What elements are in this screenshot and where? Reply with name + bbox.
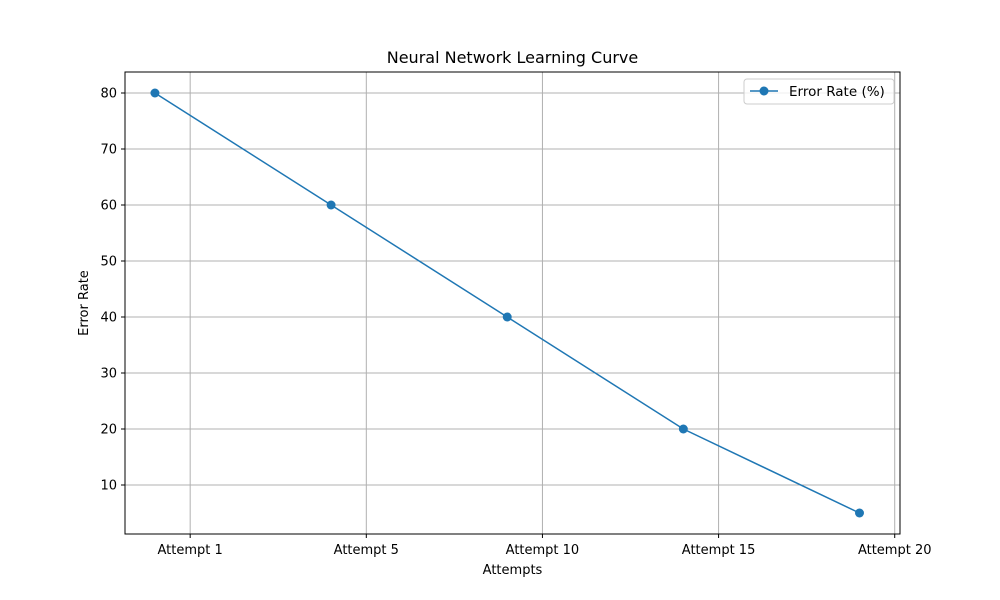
x-tick-label: Attempt 20	[858, 543, 932, 558]
x-axis-label: Attempts	[483, 563, 543, 578]
y-tick-label: 80	[100, 87, 117, 102]
legend: Error Rate (%)	[743, 78, 895, 105]
y-tick-label: 40	[100, 311, 117, 326]
y-axis-label: Error Rate	[77, 270, 92, 336]
grid-layer	[125, 72, 900, 534]
data-point	[326, 200, 336, 210]
y-tick-label: 10	[100, 479, 117, 494]
x-tick-label: Attempt 5	[334, 543, 399, 558]
y-tick-label: 20	[100, 423, 117, 438]
ticks-layer: Attempt 1 Attempt 5 Attempt 10 Attempt 15 At…	[100, 87, 931, 559]
y-tick-label: 50	[100, 255, 117, 270]
data-point	[150, 88, 160, 98]
plot-frame	[124, 71, 901, 535]
data-point	[502, 312, 512, 322]
y-tick-label: 30	[100, 367, 117, 382]
x-tick-label: Attempt 1	[158, 543, 223, 558]
x-tick-label: Attempt 15	[682, 543, 756, 558]
legend-marker-swatch	[759, 86, 769, 96]
data-point	[678, 424, 688, 434]
series-layer	[150, 88, 864, 518]
chart-title: Neural Network Learning Curve	[387, 48, 639, 67]
legend-entry-label: Error Rate (%)	[789, 84, 885, 100]
y-tick-label: 70	[100, 143, 117, 158]
data-point	[854, 508, 864, 518]
legend-box	[743, 78, 895, 105]
x-tick-label: Attempt 10	[506, 543, 580, 558]
y-tick-label: 60	[100, 199, 117, 214]
